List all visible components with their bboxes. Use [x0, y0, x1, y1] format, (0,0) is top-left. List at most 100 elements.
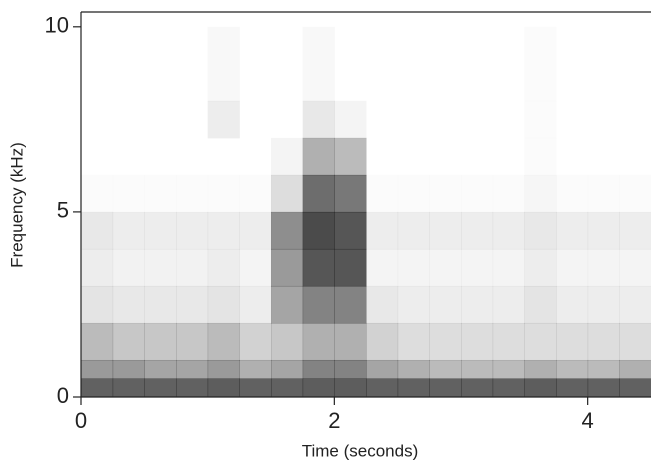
cell	[113, 27, 145, 102]
cell	[398, 175, 430, 213]
cell	[208, 249, 240, 287]
cell	[588, 175, 620, 213]
cell	[524, 138, 556, 176]
cell	[144, 212, 176, 250]
cell	[588, 138, 620, 176]
cell	[271, 249, 303, 287]
cell	[429, 286, 461, 324]
cell	[144, 286, 176, 324]
cell	[429, 360, 461, 379]
cell	[366, 138, 398, 176]
cell	[398, 212, 430, 250]
cell	[334, 360, 366, 379]
cell	[239, 27, 271, 102]
cell	[239, 101, 271, 139]
cell	[588, 101, 620, 139]
cell	[619, 101, 651, 139]
cell	[588, 27, 620, 102]
cell	[208, 323, 240, 361]
cell	[113, 249, 145, 287]
cell	[461, 378, 493, 397]
cell	[334, 212, 366, 250]
cell	[493, 286, 525, 324]
cell	[239, 378, 271, 397]
y-axis-label: Frequency (kHz)	[7, 142, 26, 268]
cell	[208, 286, 240, 324]
cell	[334, 27, 366, 102]
cell	[81, 138, 113, 176]
x-tick-label: 2	[328, 408, 340, 433]
cell	[524, 249, 556, 287]
cell	[144, 378, 176, 397]
cell	[113, 138, 145, 176]
cell	[619, 323, 651, 361]
cell	[303, 27, 335, 102]
cell	[271, 360, 303, 379]
cell	[493, 138, 525, 176]
cell	[588, 286, 620, 324]
cell	[208, 378, 240, 397]
cell	[556, 378, 588, 397]
cell	[113, 212, 145, 250]
cell	[176, 286, 208, 324]
cell	[461, 360, 493, 379]
cell	[303, 249, 335, 287]
cell	[271, 27, 303, 102]
cell	[334, 101, 366, 139]
cell	[81, 27, 113, 102]
cell	[239, 249, 271, 287]
cell	[461, 27, 493, 102]
cell	[334, 249, 366, 287]
y-tick-label: 0	[57, 383, 69, 408]
cell	[619, 286, 651, 324]
cell	[461, 212, 493, 250]
cell	[303, 323, 335, 361]
cell	[398, 27, 430, 102]
cell	[588, 360, 620, 379]
cell	[429, 378, 461, 397]
cell	[366, 101, 398, 139]
cell	[81, 286, 113, 324]
cell	[113, 378, 145, 397]
cell	[303, 212, 335, 250]
cell	[366, 249, 398, 287]
cell	[619, 360, 651, 379]
cell	[556, 27, 588, 102]
cell	[398, 249, 430, 287]
cell	[429, 101, 461, 139]
cell	[398, 101, 430, 139]
cell	[239, 360, 271, 379]
cell	[556, 138, 588, 176]
cell	[334, 378, 366, 397]
cell	[493, 323, 525, 361]
cell	[239, 212, 271, 250]
cell	[429, 27, 461, 102]
cell	[619, 138, 651, 176]
cell	[81, 212, 113, 250]
cell	[493, 249, 525, 287]
cell	[144, 138, 176, 176]
cell	[271, 101, 303, 139]
cell	[239, 175, 271, 213]
cell	[239, 138, 271, 176]
cell	[524, 286, 556, 324]
cell	[398, 360, 430, 379]
cell	[113, 360, 145, 379]
cell	[588, 249, 620, 287]
cell	[398, 323, 430, 361]
cell	[334, 286, 366, 324]
cell	[619, 212, 651, 250]
cell	[144, 101, 176, 139]
cell	[271, 212, 303, 250]
cell	[366, 175, 398, 213]
cell	[493, 360, 525, 379]
cell	[208, 360, 240, 379]
cell	[493, 27, 525, 102]
cell	[524, 175, 556, 213]
cell	[303, 360, 335, 379]
cell	[81, 360, 113, 379]
cell	[524, 323, 556, 361]
cell	[208, 101, 240, 139]
x-axis-label: Time (seconds)	[302, 441, 419, 460]
cell	[239, 323, 271, 361]
